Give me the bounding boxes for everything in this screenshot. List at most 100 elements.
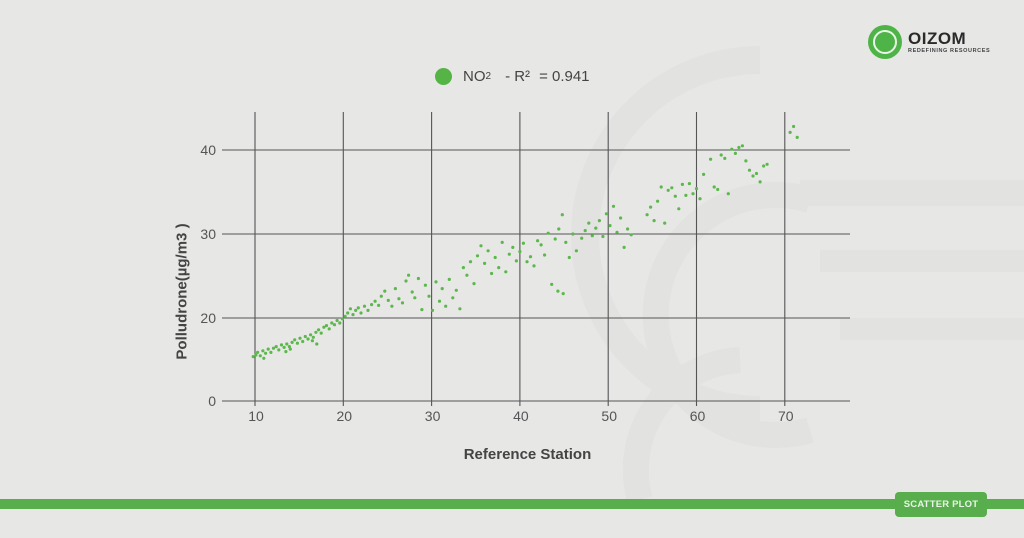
- data-point: [451, 296, 455, 300]
- data-point: [504, 270, 508, 274]
- data-point: [258, 354, 262, 358]
- data-point: [264, 351, 268, 355]
- data-point: [354, 308, 358, 312]
- legend-marker-icon: [435, 68, 452, 85]
- data-point: [622, 245, 626, 249]
- data-point: [765, 162, 769, 166]
- data-point: [427, 294, 431, 298]
- data-point: [553, 237, 557, 241]
- data-point: [434, 280, 438, 284]
- data-point: [611, 204, 616, 208]
- data-point: [580, 236, 584, 240]
- data-point: [525, 260, 529, 264]
- data-point: [377, 303, 381, 307]
- data-point: [356, 306, 360, 310]
- data-point: [407, 273, 411, 277]
- data-point: [430, 308, 435, 312]
- data-point: [597, 219, 602, 223]
- legend-series-name: NO: [463, 68, 486, 85]
- data-point: [564, 240, 568, 244]
- chart-legend: NO 2 - R² = 0.941: [435, 68, 590, 85]
- data-point: [740, 144, 745, 148]
- data-point: [288, 347, 292, 351]
- data-point: [709, 157, 713, 161]
- data-point: [694, 187, 699, 191]
- data-point: [601, 234, 605, 239]
- data-point: [293, 338, 297, 342]
- data-point: [338, 321, 342, 325]
- data-point: [359, 311, 363, 315]
- data-point: [444, 304, 448, 308]
- data-point: [587, 221, 591, 225]
- data-point: [262, 356, 266, 360]
- data-point: [514, 259, 519, 263]
- data-point: [386, 298, 390, 302]
- y-tick-label: 0: [208, 393, 216, 409]
- data-point: [282, 345, 286, 349]
- data-point: [795, 135, 799, 139]
- data-point: [737, 145, 741, 150]
- x-tick-label: 30: [425, 408, 441, 424]
- footer-bar: [0, 499, 1024, 509]
- y-tick-label: 20: [200, 310, 216, 326]
- data-point: [271, 346, 276, 350]
- data-point: [327, 327, 331, 331]
- data-point: [287, 345, 291, 349]
- x-axis-label: Reference Station: [463, 446, 592, 463]
- y-axis-label: Polludrone(µg/m3 ): [173, 223, 191, 360]
- data-point: [754, 171, 759, 176]
- data-point: [666, 188, 670, 192]
- data-point: [507, 252, 511, 256]
- data-point: [561, 292, 565, 296]
- chart-type-badge: SCATTER PLOT: [895, 492, 987, 517]
- data-point: [698, 197, 702, 201]
- data-point: [751, 174, 755, 178]
- data-point: [303, 334, 307, 339]
- data-point: [719, 153, 723, 157]
- data-point: [458, 307, 462, 311]
- data-point: [461, 266, 465, 270]
- data-point: [274, 345, 278, 349]
- data-point: [619, 216, 623, 220]
- data-point: [306, 337, 310, 341]
- data-point: [497, 266, 501, 270]
- data-point: [383, 289, 387, 293]
- data-point: [343, 314, 347, 318]
- data-point: [279, 343, 284, 347]
- data-point: [256, 350, 260, 354]
- data-point: [649, 205, 653, 209]
- data-point: [590, 234, 594, 238]
- x-tick-label: 40: [513, 408, 529, 424]
- data-point: [295, 341, 299, 345]
- x-tick-label: 10: [248, 408, 264, 424]
- data-point: [366, 308, 370, 312]
- data-point: [284, 350, 288, 354]
- data-point: [758, 180, 762, 184]
- data-point: [397, 297, 401, 301]
- data-point: [486, 249, 490, 253]
- data-point: [583, 229, 587, 233]
- data-point: [298, 336, 302, 340]
- data-point: [317, 328, 321, 332]
- data-point: [437, 299, 442, 303]
- data-point: [493, 255, 497, 260]
- data-point: [733, 151, 738, 155]
- data-point: [332, 323, 337, 327]
- y-tick-label: 30: [200, 226, 216, 242]
- data-point: [645, 213, 649, 217]
- data-point: [659, 185, 663, 189]
- data-point: [404, 279, 408, 283]
- data-point: [528, 255, 533, 259]
- data-point: [324, 324, 329, 328]
- x-tick-label: 20: [337, 408, 353, 424]
- data-point: [594, 226, 598, 230]
- data-point: [465, 273, 469, 277]
- data-point: [413, 296, 417, 300]
- data-point: [536, 239, 540, 243]
- data-point: [373, 299, 377, 303]
- data-point: [571, 232, 575, 236]
- data-point: [483, 261, 487, 265]
- data-point: [560, 213, 564, 217]
- data-point: [521, 241, 526, 245]
